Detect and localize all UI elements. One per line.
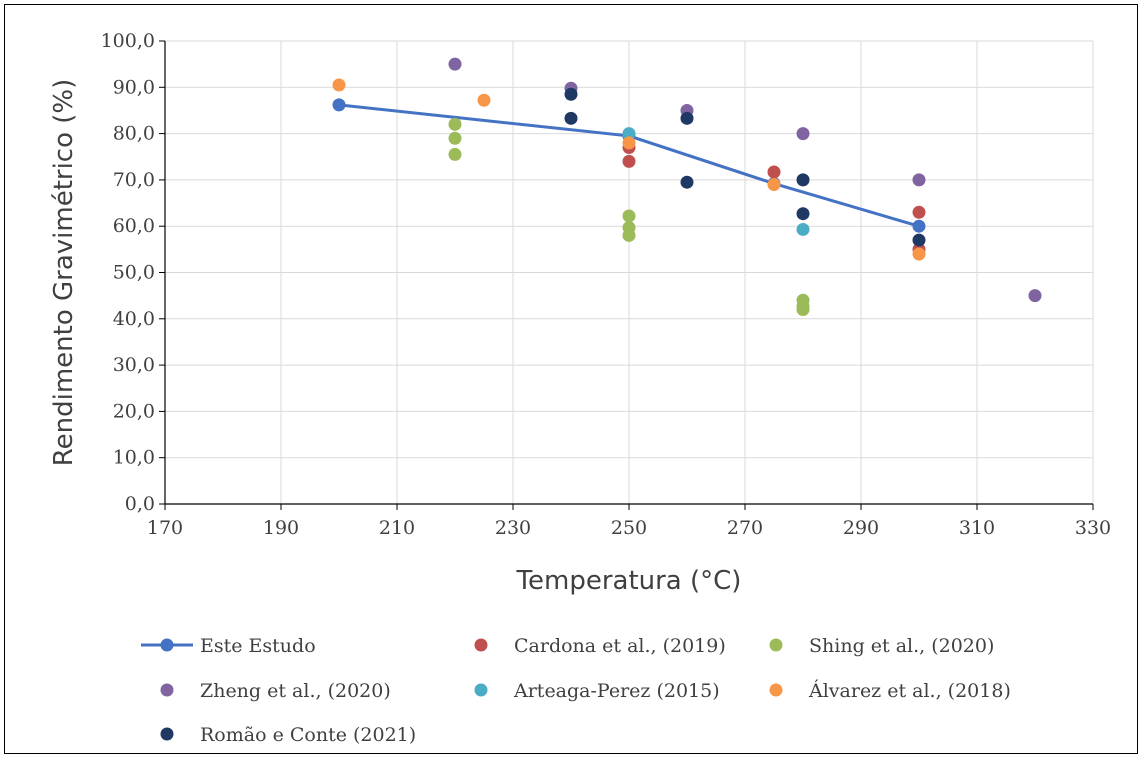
data-point	[332, 98, 346, 112]
legend-item: Romão e Conte (2021)	[160, 724, 416, 746]
gridlines	[165, 40, 1094, 504]
x-tick-label: 230	[495, 517, 531, 539]
data-point	[622, 154, 636, 168]
x-axis-title: Temperatura (°C)	[516, 566, 742, 596]
data-point	[448, 147, 462, 161]
y-tick-label: 20,0	[113, 400, 155, 422]
x-tick-label: 330	[1075, 517, 1111, 539]
legend-label: Este Estudo	[200, 635, 316, 657]
series-shing-et-al-2020	[448, 117, 810, 317]
legend-label: Arteaga-Perez (2015)	[513, 680, 720, 702]
legend-item: Álvarez et al., (2018)	[769, 679, 1011, 702]
legend-item: Arteaga-Perez (2015)	[474, 680, 720, 702]
data-point	[680, 111, 694, 125]
legend-label: Álvarez et al., (2018)	[808, 679, 1011, 702]
data-point	[912, 205, 926, 219]
data-point	[796, 222, 810, 236]
y-tick-label: 80,0	[113, 123, 155, 145]
data-point	[912, 173, 926, 187]
y-axis-title: Rendimento Gravimétrico (%)	[49, 79, 79, 467]
data-point	[332, 78, 346, 92]
data-point	[796, 303, 810, 317]
y-tick-label: 100,0	[101, 30, 155, 52]
series-cardona-et-al-2019	[622, 140, 926, 256]
y-tick-label: 70,0	[113, 169, 155, 191]
y-tick-label: 90,0	[113, 76, 155, 98]
legend-item: Este Estudo	[141, 635, 316, 657]
data-point	[448, 117, 462, 131]
x-tick-label: 170	[147, 517, 183, 539]
x-tick-labels: 170 190 210 230 250 270 290 310 330	[147, 517, 1111, 539]
legend-label: Cardona et al., (2019)	[514, 635, 726, 657]
x-tick-label: 190	[263, 517, 299, 539]
data-point	[622, 127, 636, 141]
series-alvarez-et-al-2018	[332, 78, 926, 261]
y-tick-label: 0,0	[125, 493, 155, 515]
series-arteaga-perez-2015	[622, 127, 810, 236]
x-tick-label: 250	[611, 517, 647, 539]
data-point	[912, 219, 926, 233]
x-tick-label: 310	[959, 517, 995, 539]
legend-item: Cardona et al., (2019)	[474, 635, 726, 657]
data-point	[622, 228, 636, 242]
data-point	[564, 111, 578, 125]
legend-item: Zheng et al., (2020)	[160, 680, 391, 702]
axes	[159, 40, 1094, 510]
legend-marker	[769, 638, 783, 652]
data-point	[767, 178, 781, 192]
x-tick-label: 270	[727, 517, 763, 539]
data-point	[796, 173, 810, 187]
data-point	[622, 209, 636, 223]
x-tick-label: 210	[379, 517, 415, 539]
legend-marker	[769, 683, 783, 697]
data-point	[564, 87, 578, 101]
chart-frame: 170 190 210 230 250 270 290 310 330 0,0 10,0 20,0 3…	[4, 4, 1138, 754]
legend-marker	[474, 638, 488, 652]
data-marks	[332, 57, 1042, 317]
data-point	[680, 175, 694, 189]
legend-marker	[474, 683, 488, 697]
data-point	[622, 136, 636, 150]
data-point	[448, 131, 462, 145]
legend-label: Shing et al., (2020)	[809, 635, 994, 657]
data-point	[767, 165, 781, 179]
data-point	[796, 207, 810, 221]
legend: Este Estudo Cardona et al., (2019) Shing e…	[141, 635, 1011, 746]
x-tick-label: 290	[843, 517, 879, 539]
legend-marker	[160, 683, 174, 697]
legend-label: Zheng et al., (2020)	[200, 680, 391, 702]
legend-item: Shing et al., (2020)	[769, 635, 994, 657]
legend-marker	[160, 638, 174, 652]
y-tick-label: 60,0	[113, 215, 155, 237]
y-tick-label: 10,0	[113, 447, 155, 469]
y-tick-label: 50,0	[113, 262, 155, 284]
y-tick-label: 40,0	[113, 308, 155, 330]
data-point	[912, 233, 926, 247]
legend-label: Romão e Conte (2021)	[200, 724, 416, 746]
data-point	[796, 127, 810, 141]
data-point	[448, 57, 462, 71]
scatter-chart: 170 190 210 230 250 270 290 310 330 0,0 10,0 20,0 3…	[49, 30, 1111, 746]
series-line	[338, 103, 920, 228]
y-tick-label: 30,0	[113, 354, 155, 376]
data-point	[477, 93, 491, 107]
y-tick-labels: 0,0 10,0 20,0 30,0 40,0 50,0 60,0 70,0 80,0 90,0 1…	[101, 30, 155, 515]
data-point	[1028, 289, 1042, 303]
legend-marker	[160, 727, 174, 741]
data-point	[912, 247, 926, 261]
series-romao-e-conte-2021	[564, 87, 926, 247]
